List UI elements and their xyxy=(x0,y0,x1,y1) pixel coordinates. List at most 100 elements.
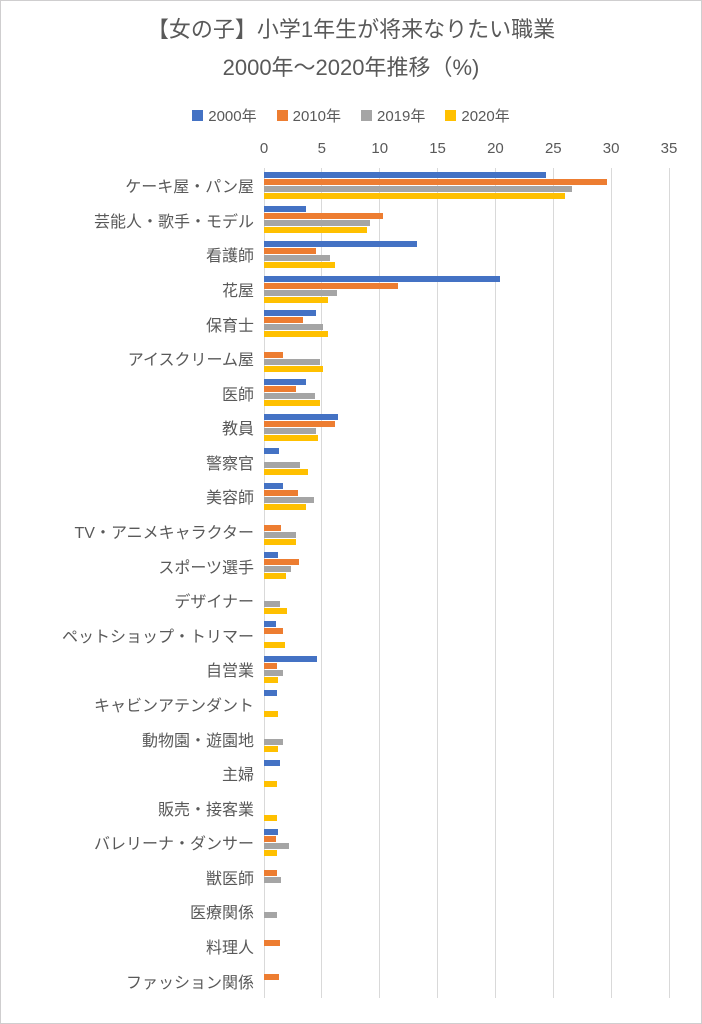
bar-2000年 xyxy=(264,759,281,766)
bar-group xyxy=(264,345,669,372)
bar-2020年 xyxy=(264,331,328,338)
category-label: バレリーナ・ダンサー xyxy=(93,836,254,854)
x-axis-tick-label: 30 xyxy=(602,140,620,157)
bar-2020年 xyxy=(264,573,286,580)
bar-2019年 xyxy=(264,185,572,192)
bar-2019年 xyxy=(264,254,330,261)
bar-2000年 xyxy=(264,171,547,178)
chart-rows: ケーキ屋・パン屋 芸能人・歌手・モデル 看護師 花屋 保育士 アイスクリーム屋 医師 教員 警察… xyxy=(1,168,701,998)
legend-color-swatch xyxy=(361,110,372,121)
category-label: 獣医師 xyxy=(205,870,254,888)
category-label: 花屋 xyxy=(221,283,254,301)
bar-2020年 xyxy=(264,642,285,649)
category-row: 花屋 xyxy=(1,272,701,307)
legend: 2000年 2010年 2019年 2020年 xyxy=(1,105,701,126)
bar-group xyxy=(264,379,669,407)
category-row: 主婦 xyxy=(1,756,701,791)
bar-2020年 xyxy=(264,780,277,787)
x-axis-tick-label: 25 xyxy=(544,140,562,157)
bar-2010年 xyxy=(264,662,277,669)
category-row: デザイナー xyxy=(1,583,701,618)
bar-2019年 xyxy=(264,289,337,296)
bar-group xyxy=(264,275,669,303)
gridline xyxy=(494,168,496,998)
bar-2020年 xyxy=(264,296,328,303)
category-label: ファッション関係 xyxy=(125,974,254,992)
bar-2000年 xyxy=(264,379,306,386)
category-row: ペットショップ・トリマー xyxy=(1,618,701,653)
legend-label: 2010年 xyxy=(292,108,341,125)
category-label: 販売・接客業 xyxy=(157,801,254,819)
category-label: 主婦 xyxy=(221,767,254,785)
bar-2010年 xyxy=(264,247,317,254)
gridline xyxy=(321,168,323,998)
bar-2010年 xyxy=(264,386,297,393)
category-label: 料理人 xyxy=(205,940,254,957)
bar-2020年 xyxy=(264,538,297,545)
bar-group xyxy=(264,552,669,580)
x-axis-tick-label: 35 xyxy=(660,140,678,157)
bar-2010年 xyxy=(264,317,304,324)
bar-2010年 xyxy=(264,178,607,185)
category-label: キャビンアテンダント xyxy=(93,697,254,715)
bar-2000年 xyxy=(264,310,317,317)
bar-group xyxy=(264,518,669,545)
bar-group xyxy=(264,725,669,753)
bar-2020年 xyxy=(264,746,278,753)
bar-2010年 xyxy=(264,524,282,531)
bar-2019年 xyxy=(264,496,314,503)
plot-area: 0 5 10 15 20 25 30 35 ケーキ屋・パン屋 芸能人・歌手・モデル 看護師 花屋 保育… xyxy=(1,140,701,1002)
x-axis: 0 5 10 15 20 25 30 35 xyxy=(260,140,678,160)
category-label: 自営業 xyxy=(205,663,254,681)
bar-2010年 xyxy=(264,213,384,220)
category-label: 警察官 xyxy=(205,455,254,473)
category-row: 医師 xyxy=(1,375,701,410)
bar-group xyxy=(264,206,669,234)
category-label: アイスクリーム屋 xyxy=(127,352,254,370)
bar-2019年 xyxy=(264,358,320,365)
bar-group xyxy=(264,690,669,718)
category-row: 看護師 xyxy=(1,237,701,272)
legend-label: 2020年 xyxy=(461,108,510,125)
category-label: 医師 xyxy=(221,386,254,404)
category-label: スポーツ選手 xyxy=(158,559,254,577)
bar-group xyxy=(264,967,669,994)
bar-2010年 xyxy=(264,351,283,358)
category-row: 自営業 xyxy=(1,652,701,687)
bar-2019年 xyxy=(264,842,290,849)
category-row: 動物園・遊園地 xyxy=(1,721,701,756)
gridline xyxy=(668,168,670,998)
bar-2019年 xyxy=(264,669,283,676)
gridlines xyxy=(263,168,670,998)
x-axis-tick-label: 15 xyxy=(429,140,446,157)
bar-2010年 xyxy=(264,628,283,635)
chart-title-line1: 【女の子】小学1年生が将来なりたい職業 xyxy=(146,17,556,42)
bar-group xyxy=(264,794,669,822)
gridline xyxy=(552,168,554,998)
category-label: 保育士 xyxy=(205,317,254,335)
bar-group xyxy=(264,310,669,338)
category-row: 料理人 xyxy=(1,929,701,964)
category-label: 教員 xyxy=(221,421,254,439)
bar-2019年 xyxy=(264,531,297,538)
category-label: ペットショップ・トリマー xyxy=(61,628,254,646)
bar-2020年 xyxy=(264,261,335,268)
legend-color-swatch xyxy=(445,110,457,121)
legend-color-swatch xyxy=(192,110,204,121)
category-row: 警察官 xyxy=(1,445,701,480)
bar-2000年 xyxy=(264,655,318,662)
category-row: 販売・接客業 xyxy=(1,790,701,825)
bar-2000年 xyxy=(264,552,278,559)
category-label: 看護師 xyxy=(205,248,254,266)
legend-item-2000年: 2000年 xyxy=(192,105,257,126)
bar-2020年 xyxy=(264,849,277,856)
legend-item-2010年: 2010年 xyxy=(276,105,341,126)
category-label: 美容師 xyxy=(205,490,254,508)
legend-item-2019年: 2019年 xyxy=(361,105,425,126)
bar-2000年 xyxy=(264,413,339,420)
bar-group xyxy=(264,655,669,683)
bar-2019年 xyxy=(264,462,300,469)
bar-2020年 xyxy=(264,400,320,407)
bar-group xyxy=(264,482,669,510)
